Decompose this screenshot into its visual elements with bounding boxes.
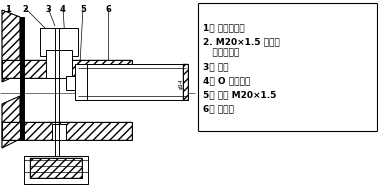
Polygon shape — [2, 10, 20, 82]
Bar — [20, 17, 24, 139]
Bar — [52, 124, 66, 140]
Bar — [40, 28, 78, 56]
Text: 3． 螺栓: 3． 螺栓 — [203, 62, 228, 71]
Text: 阳螺纹接头: 阳螺纹接头 — [203, 48, 239, 57]
Bar — [2, 60, 132, 78]
Text: 6． 引压管: 6． 引压管 — [203, 104, 234, 113]
Text: 5． 螺母 M20×1.5: 5． 螺母 M20×1.5 — [203, 90, 276, 99]
Bar — [30, 158, 82, 178]
Bar — [66, 76, 75, 90]
Text: 4: 4 — [60, 5, 66, 14]
Bar — [2, 60, 132, 78]
Text: 6: 6 — [105, 5, 111, 14]
Bar — [20, 17, 24, 139]
Bar — [2, 122, 132, 140]
Bar — [75, 64, 87, 100]
Text: 2: 2 — [22, 5, 28, 14]
Bar — [78, 64, 188, 100]
Text: 2. M20×1.5 丁字形: 2. M20×1.5 丁字形 — [203, 37, 280, 46]
Polygon shape — [2, 96, 20, 148]
Text: 3: 3 — [45, 5, 51, 14]
Bar — [183, 64, 188, 100]
Text: ϕ14: ϕ14 — [178, 79, 183, 89]
Bar — [183, 64, 188, 100]
Text: 4． O 型密封圈: 4． O 型密封圈 — [203, 76, 250, 85]
Text: 1． 压力腔法兰: 1． 压力腔法兰 — [203, 23, 245, 32]
Text: 1: 1 — [5, 5, 11, 14]
Bar — [30, 158, 82, 178]
Text: 5: 5 — [80, 5, 86, 14]
Bar — [24, 156, 88, 184]
Bar — [46, 50, 72, 78]
Bar — [2, 122, 132, 140]
